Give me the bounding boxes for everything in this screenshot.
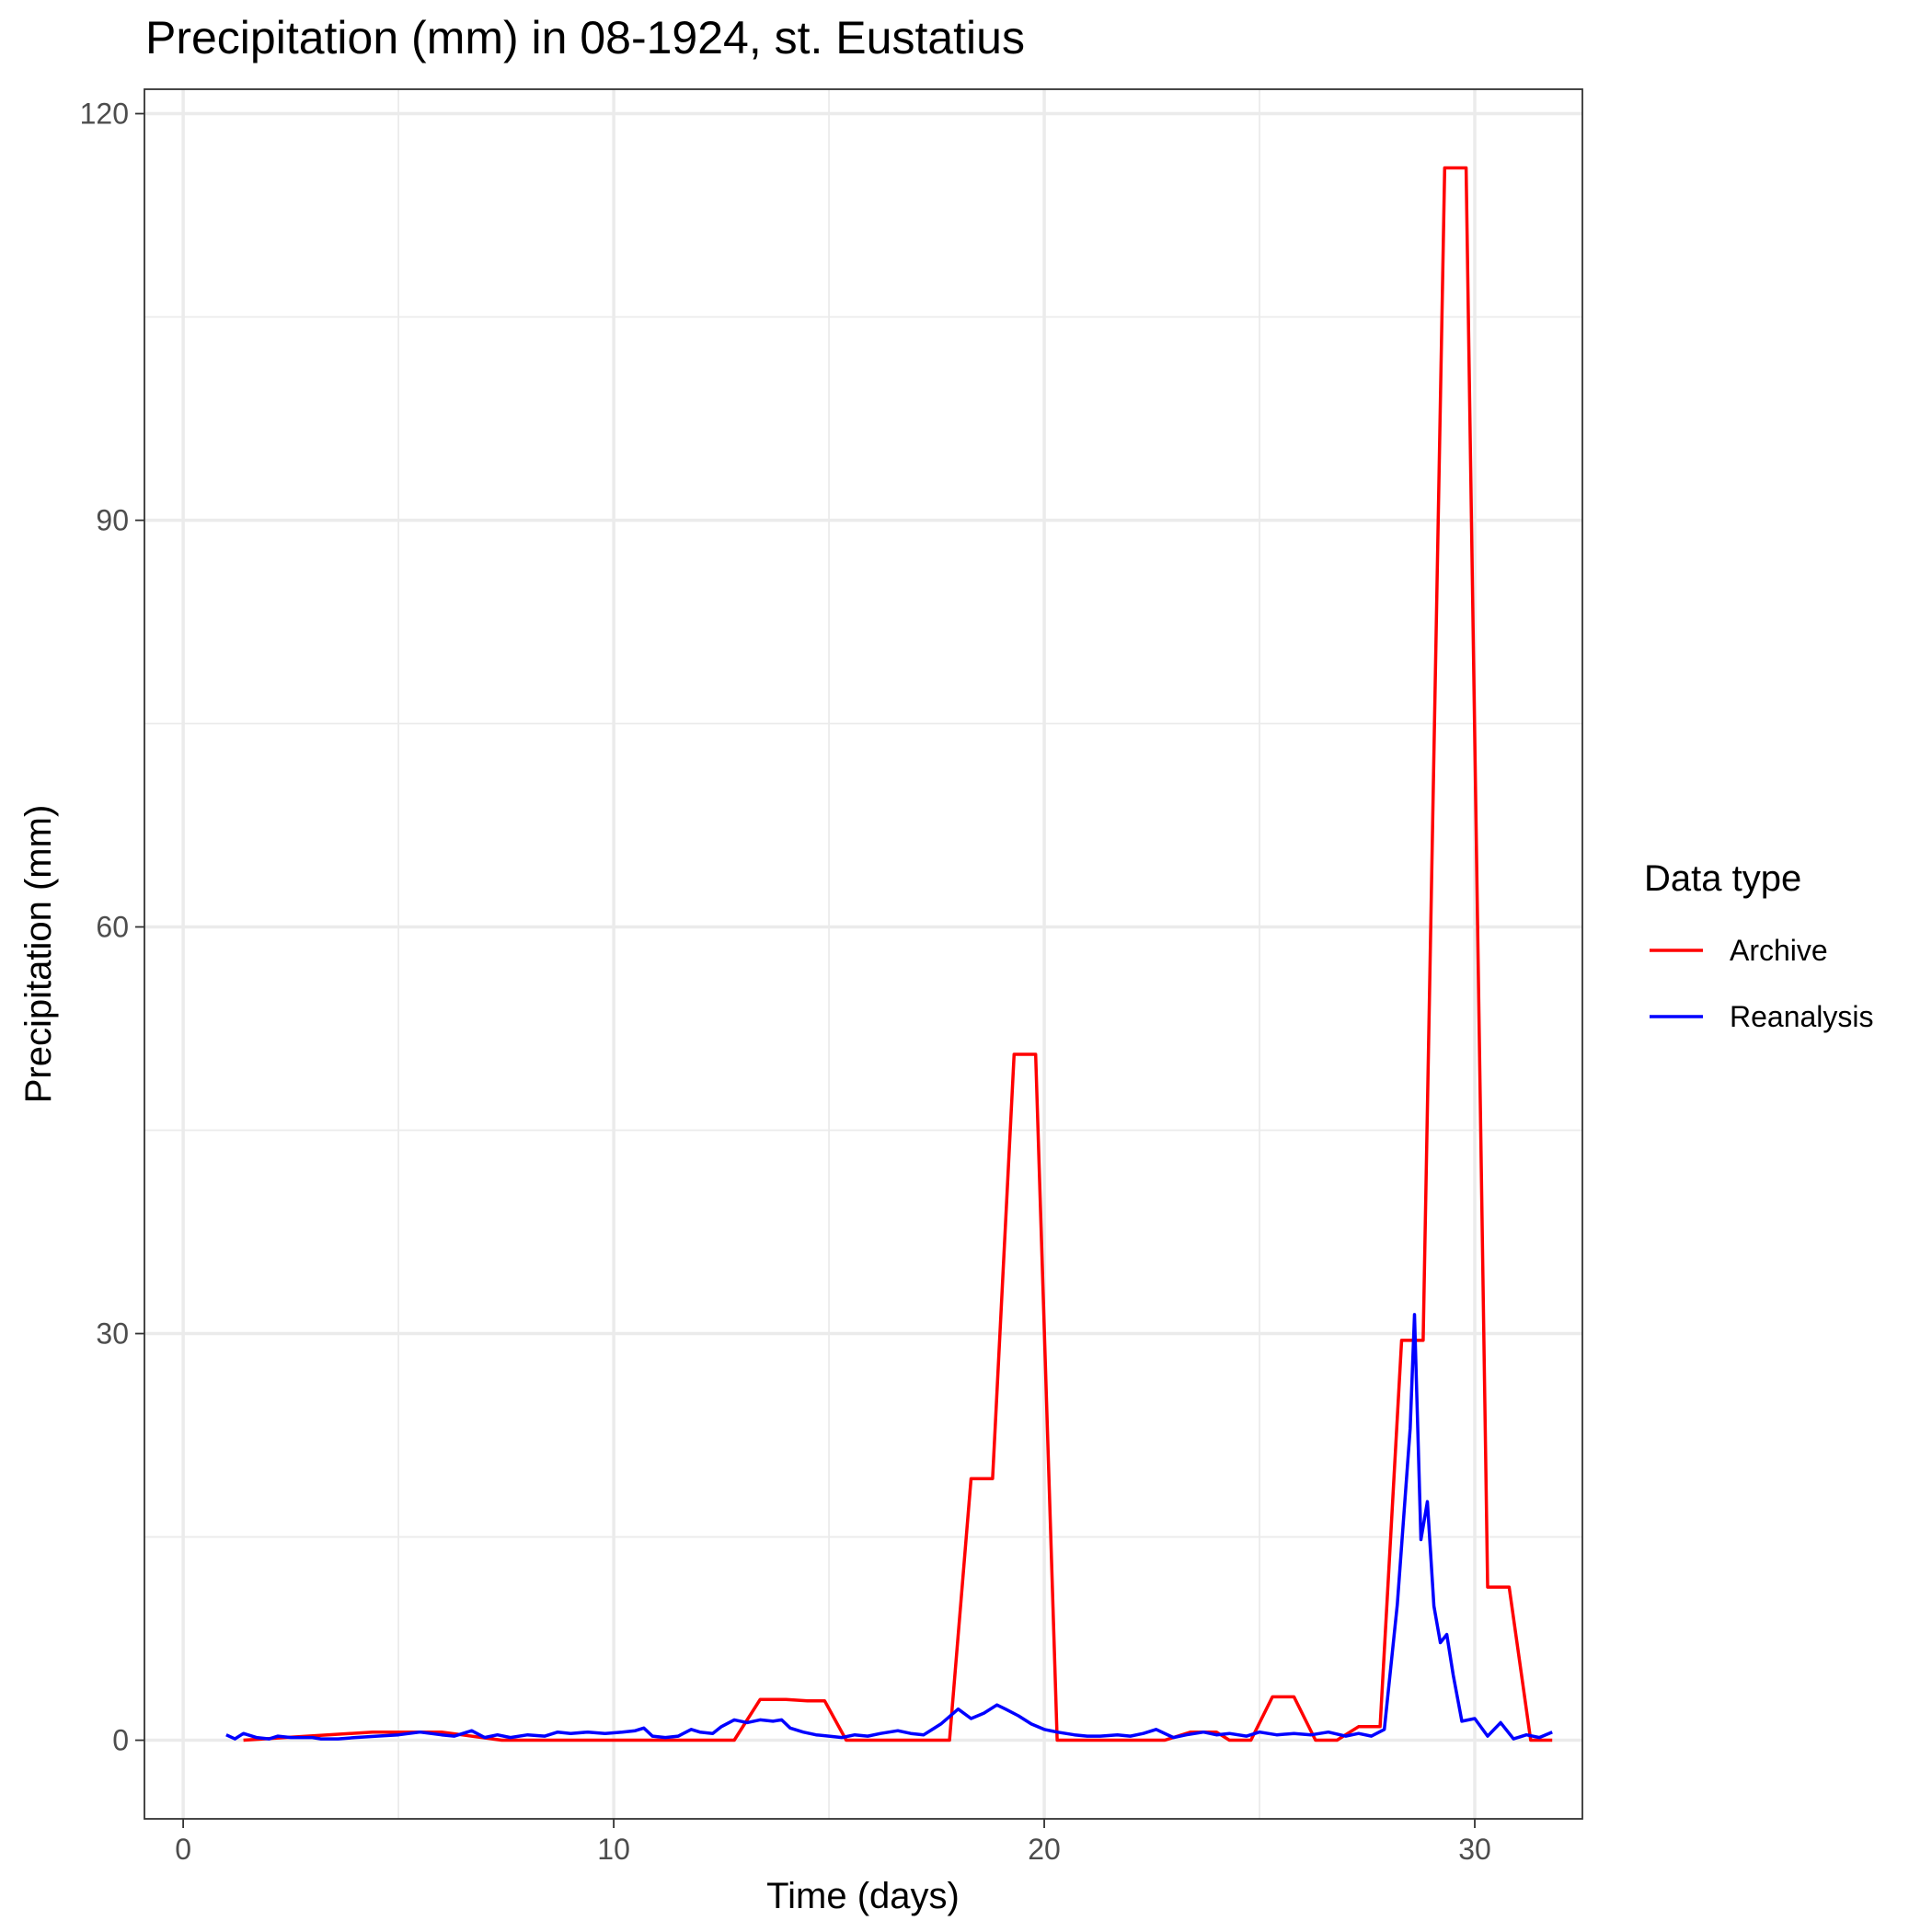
plot-series (225, 166, 1553, 1742)
series-line-archive (243, 166, 1553, 1742)
legend-label-reanalysis: Reanalysis (1730, 1000, 1874, 1033)
chart-title: Precipitation (mm) in 08-1924, st. Eusta… (145, 12, 1025, 63)
plot-grid (144, 89, 1582, 1819)
y-tick-label: 0 (112, 1724, 129, 1757)
x-tick-label: 0 (175, 1833, 191, 1866)
x-tick-label: 30 (1458, 1833, 1491, 1866)
legend-title: Data type (1644, 858, 1801, 899)
y-tick-label: 120 (80, 98, 129, 131)
y-tick-label: 30 (96, 1317, 129, 1351)
x-tick-label: 10 (597, 1833, 630, 1866)
plot-panel-border (144, 88, 1583, 1820)
y-tick-label: 60 (96, 911, 129, 944)
y-axis-title: Precipitation (mm) (18, 805, 59, 1104)
x-axis-title: Time (days) (766, 1876, 960, 1916)
y-tick-label: 90 (96, 504, 129, 537)
legend-label-archive: Archive (1730, 934, 1828, 967)
series-line-reanalysis (225, 1313, 1553, 1741)
x-tick-label: 20 (1028, 1833, 1061, 1866)
axis-ticks: 0 10 20 30 0 30 60 90 120 (80, 98, 1491, 1866)
legend: Data type Archive Reanalysis (1644, 858, 1874, 1033)
